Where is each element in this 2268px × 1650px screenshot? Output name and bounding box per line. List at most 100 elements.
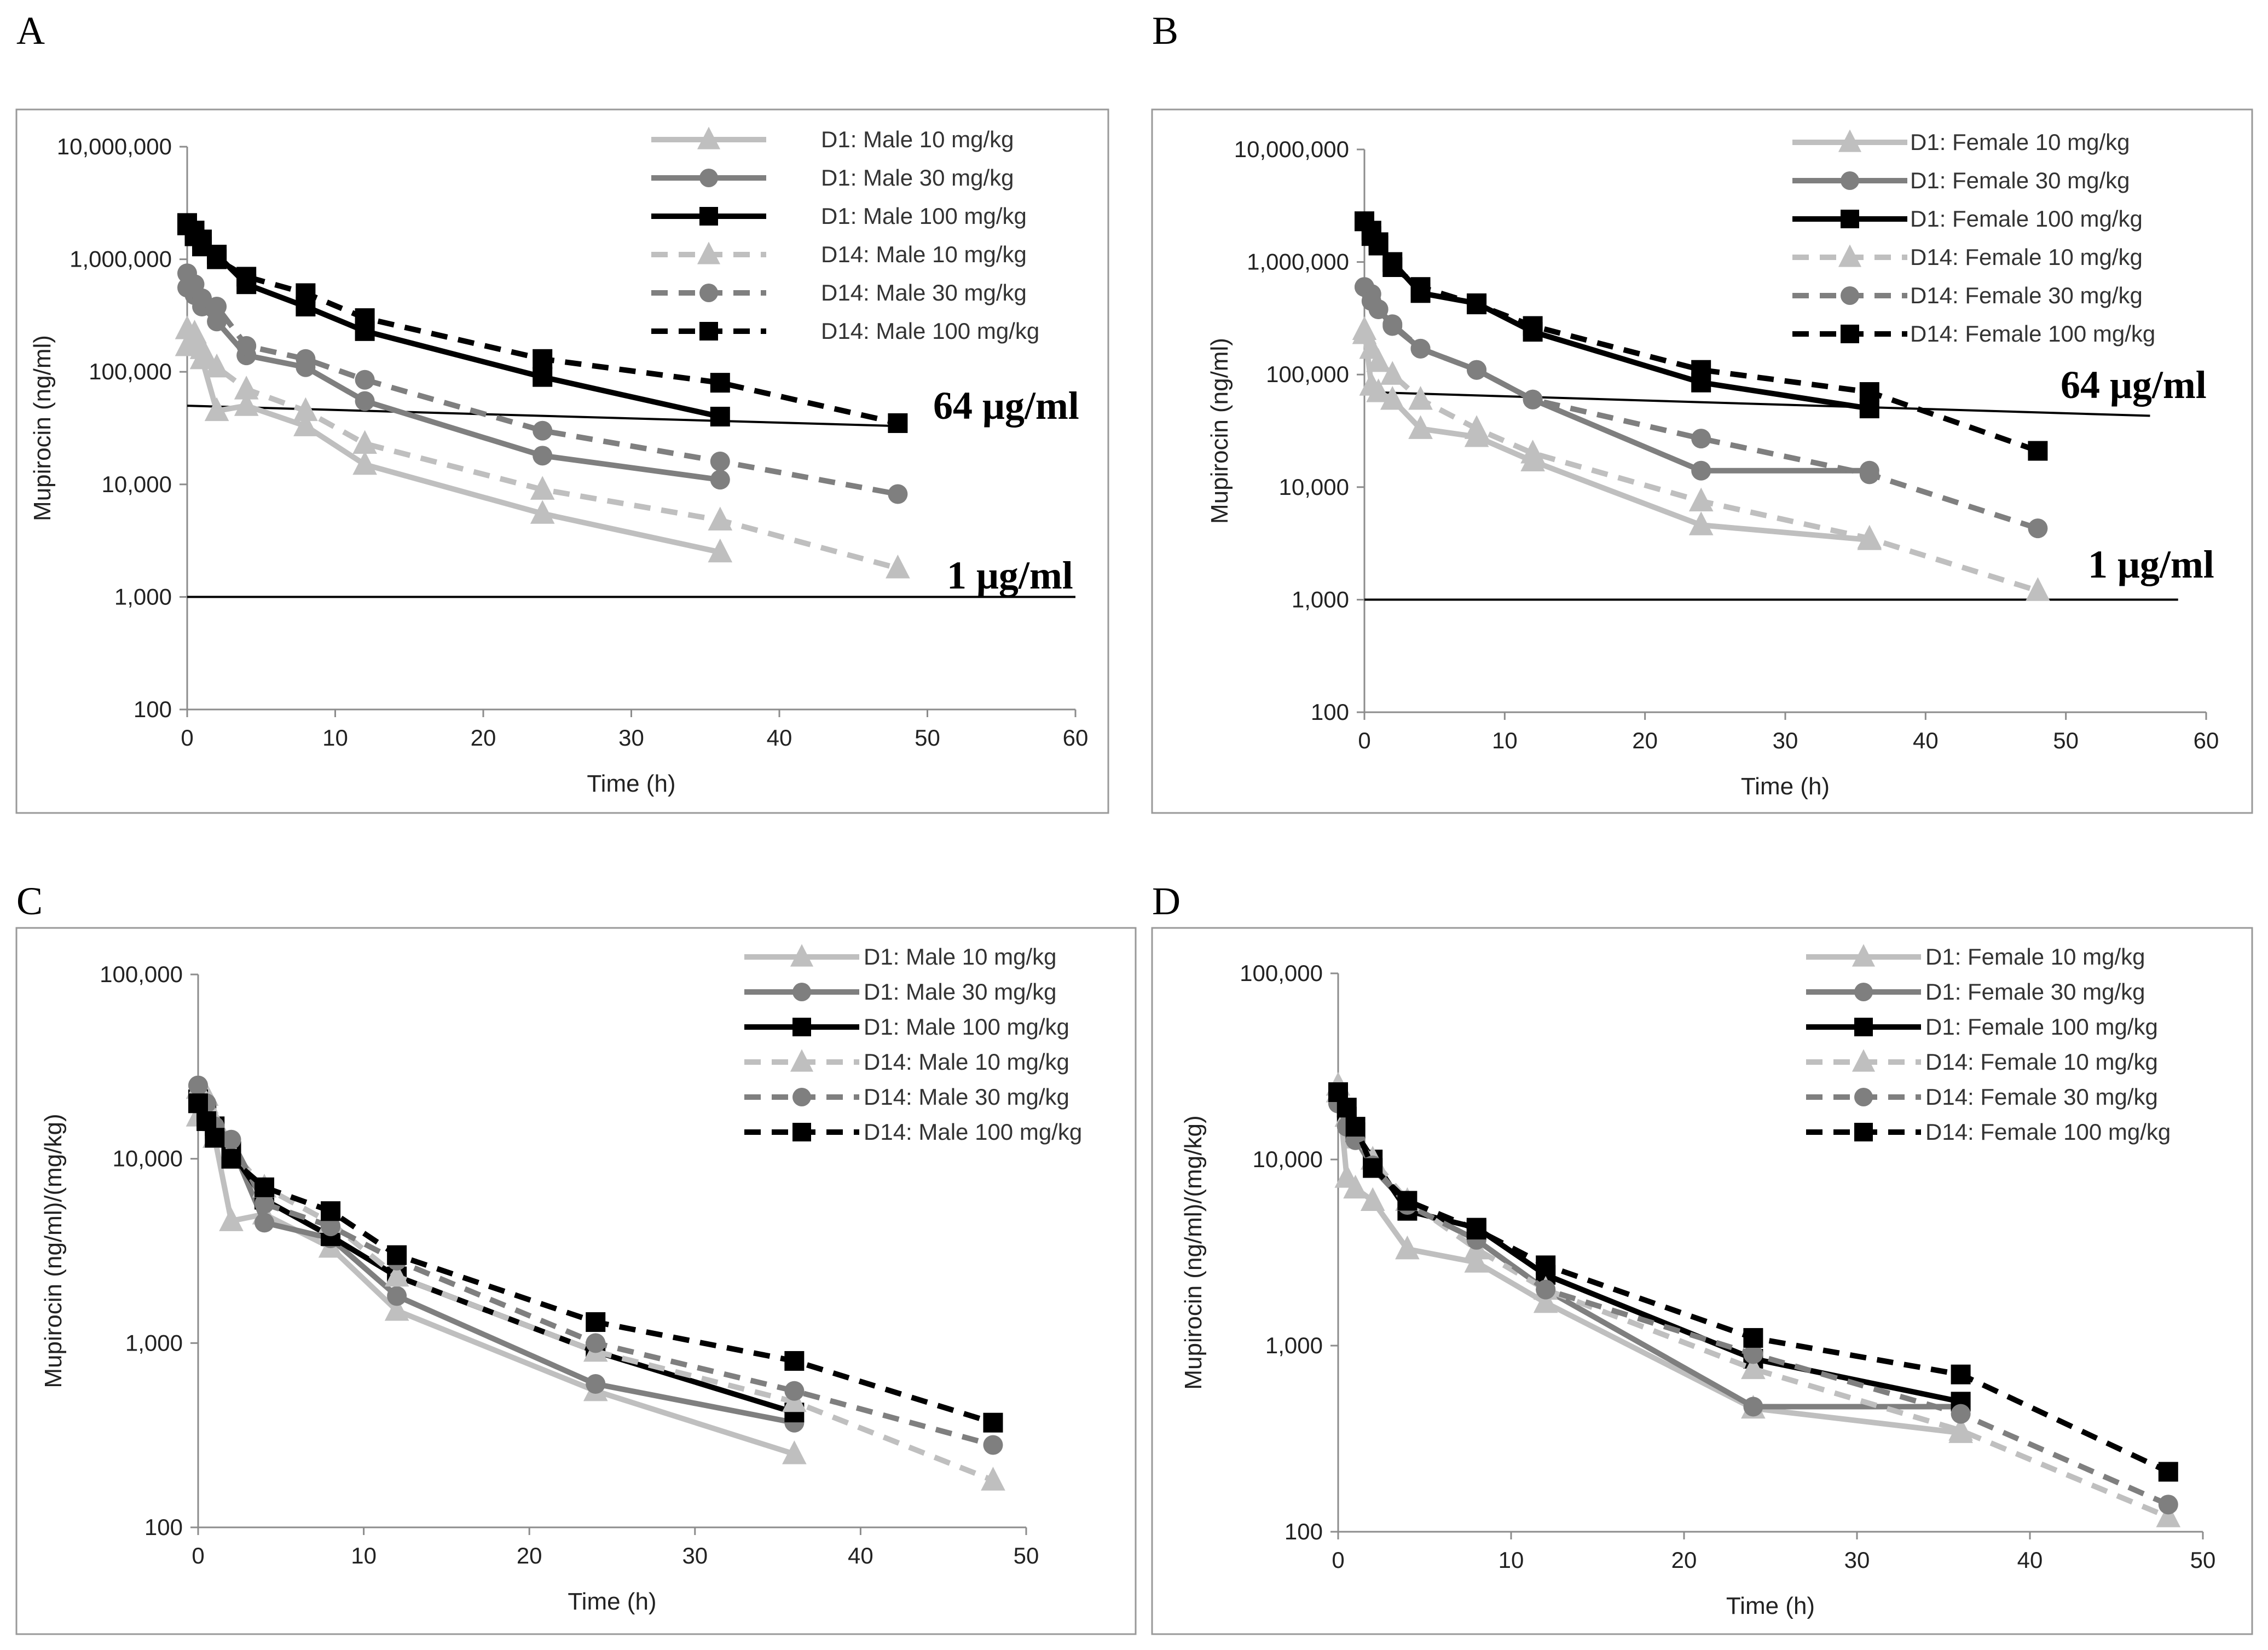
panel-c-series-6-point: [188, 1093, 208, 1114]
panel-d-series-5-point: [1743, 1344, 1763, 1364]
panel-c-series-1-point: [384, 1297, 409, 1321]
panel-a-series-2-point: [710, 470, 730, 490]
panel-b-series-3-point: [1859, 399, 1879, 419]
panel-d-x-tick-label: 10: [1498, 1547, 1524, 1573]
panel-a-series-1-point: [530, 500, 555, 524]
panel-b-legend-marker: [1841, 286, 1859, 305]
panel-a-series-5-point: [888, 484, 908, 504]
panel-c-y-tick-label: 10,000: [113, 1146, 183, 1172]
panel-b-legend: D1: Female 10 mg/kg D1: Female 30 mg/kg D1…: [1792, 129, 2155, 347]
panel-b-series-6-point: [1382, 257, 1403, 278]
panel-a-series-4-point: [204, 353, 229, 378]
panel-b-x-axis-title: Time (h): [1741, 773, 1830, 800]
panel-b-legend-entry: D14: Female 100 mg/kg: [1910, 321, 2155, 347]
panel-b-series-2-point: [1691, 460, 1711, 481]
panel-a-legend-entry: D1: Male 30 mg/kg: [821, 165, 1014, 191]
panel-b-legend-marker: [1841, 171, 1859, 190]
panel-d-legend-marker: [1852, 1049, 1876, 1072]
panel-a-x-tick-label: 50: [915, 725, 940, 751]
panel-a-series-2-point: [533, 446, 553, 466]
panel-b-y-tick-label: 100,000: [1266, 361, 1349, 387]
panel-a-series-2-point: [355, 391, 375, 411]
panel-d-series-6-point: [1536, 1255, 1556, 1276]
panel-a-y-tick-label: 1,000: [114, 584, 172, 609]
panel-d-y-axis-title: Mupirocin (ng/ml)/(mg/kg): [1180, 1115, 1207, 1389]
panel-a-legend-entry: D14: Male 10 mg/kg: [821, 241, 1027, 267]
panel-c-legend-marker: [792, 1088, 811, 1106]
panel-b-x-tick-label: 40: [1913, 728, 1939, 753]
panel-d-y-tick-label: 10,000: [1253, 1146, 1323, 1172]
panel-c-series-6-point: [196, 1111, 217, 1131]
panel-a-legend-entry: D1: Male 10 mg/kg: [821, 126, 1014, 152]
panel-c-legend-marker: [790, 944, 814, 967]
panel-c-series-6-point: [321, 1201, 341, 1221]
panel-b-series-6-point: [1368, 232, 1388, 252]
panel-c-series-5-point: [784, 1381, 805, 1401]
panel-b-series-4-line: [1362, 332, 2039, 593]
panel-a-series-4-point: [708, 506, 733, 530]
panel-b-series-4-point: [1366, 348, 1391, 372]
panel-a-x-tick-label: 40: [767, 725, 792, 751]
panel-c-legend-entry: D1: Male 100 mg/kg: [864, 1014, 1069, 1040]
panel-a-legend-entry: D1: Male 100 mg/kg: [821, 203, 1027, 229]
panel-b-series-4-point: [1464, 415, 1489, 439]
panel-c-series-5-point: [983, 1435, 1003, 1455]
panel-b-legend-entry: D1: Female 30 mg/kg: [1910, 168, 2130, 193]
panel-a-reference-label: 64 μg/ml: [933, 384, 1079, 428]
panel-c-series-5-point: [321, 1216, 341, 1237]
panel-c-series-4-point: [384, 1262, 409, 1287]
panel-c-x-axis-title: Time (h): [568, 1588, 656, 1615]
panel-c-series-6: [188, 1093, 1003, 1433]
panel-d-series-1-point: [1343, 1174, 1368, 1199]
panel-b-x-tick-label: 20: [1632, 728, 1658, 753]
panel-b-legend-entry: D14: Female 10 mg/kg: [1910, 244, 2143, 270]
panel-b-x-tick-label: 10: [1492, 728, 1518, 753]
panel-b-series-4: [1352, 320, 2050, 601]
panel-c-series-4-point: [981, 1467, 1005, 1491]
panel-c-x-tick-label: 40: [848, 1543, 873, 1568]
panel-b-reference-label: 1 μg/ml: [2088, 543, 2214, 586]
panel-a-series-4-point: [886, 555, 910, 579]
panel-b-legend-marker: [1838, 244, 1862, 267]
panel-d-legend-marker: [1854, 983, 1873, 1001]
panel-b-legend-marker: [1841, 210, 1859, 228]
panel-b-series-5-point: [1859, 464, 1879, 484]
panel-a-y-tick-label: 1,000,000: [70, 246, 172, 272]
panel-d-legend-entry: D14: Female 30 mg/kg: [1925, 1084, 2158, 1110]
panel-d-legend-entry: D1: Female 30 mg/kg: [1925, 979, 2145, 1005]
panel-b-series-5-point: [1410, 338, 1431, 359]
panel-c-series-1-point: [219, 1207, 244, 1231]
panel-a-series-4-point: [189, 335, 215, 359]
panel-a-series-1-point: [352, 451, 377, 475]
panel-b-series-6-point: [1859, 382, 1879, 402]
panel-b-y-tick-label: 100: [1311, 699, 1349, 725]
panel-b-x-tick-label: 50: [2053, 728, 2079, 753]
panel-b-letter: B: [1152, 9, 1178, 53]
panel-a-series-4-line: [185, 327, 899, 571]
panel-a-letter: A: [16, 9, 45, 53]
panel-a-series-4-point: [293, 397, 318, 422]
panel-c-legend-marker: [792, 983, 811, 1001]
panel-d-series-4-point: [1948, 1417, 1973, 1441]
panel-b-series-5-point: [1368, 299, 1388, 319]
panel-b-series-6: [1355, 211, 2048, 461]
panel-c-series-1-point: [782, 1440, 807, 1464]
panel-b-legend-entry: D1: Female 10 mg/kg: [1910, 129, 2130, 155]
panel-d-x-tick-label: 30: [1844, 1547, 1870, 1573]
panel-a-series-6: [177, 215, 908, 433]
panel-a-series-1-point: [234, 392, 259, 416]
panel-a-y-tick-label: 100,000: [89, 359, 172, 384]
panel-d-series-6-point: [1336, 1098, 1357, 1118]
panel-d-legend-entry: D14: Female 10 mg/kg: [1925, 1049, 2158, 1075]
panel-b-series-4-point: [1857, 524, 1882, 549]
panel-b-legend-marker: [1838, 129, 1862, 152]
panel-a-legend-marker: [697, 241, 721, 264]
panel-c-legend-entry: D1: Male 10 mg/kg: [864, 944, 1057, 970]
panel-c-series-6-point: [586, 1312, 606, 1332]
panel-d-series-2-point: [1743, 1397, 1763, 1417]
panel-a-series-6-point: [710, 373, 730, 393]
panel-c-legend-marker: [790, 1049, 814, 1072]
panel-d-series-6: [1328, 1082, 2178, 1482]
panel-b-reference-line: [1364, 391, 2150, 417]
panel-d-legend-entry: D1: Female 10 mg/kg: [1925, 944, 2145, 970]
